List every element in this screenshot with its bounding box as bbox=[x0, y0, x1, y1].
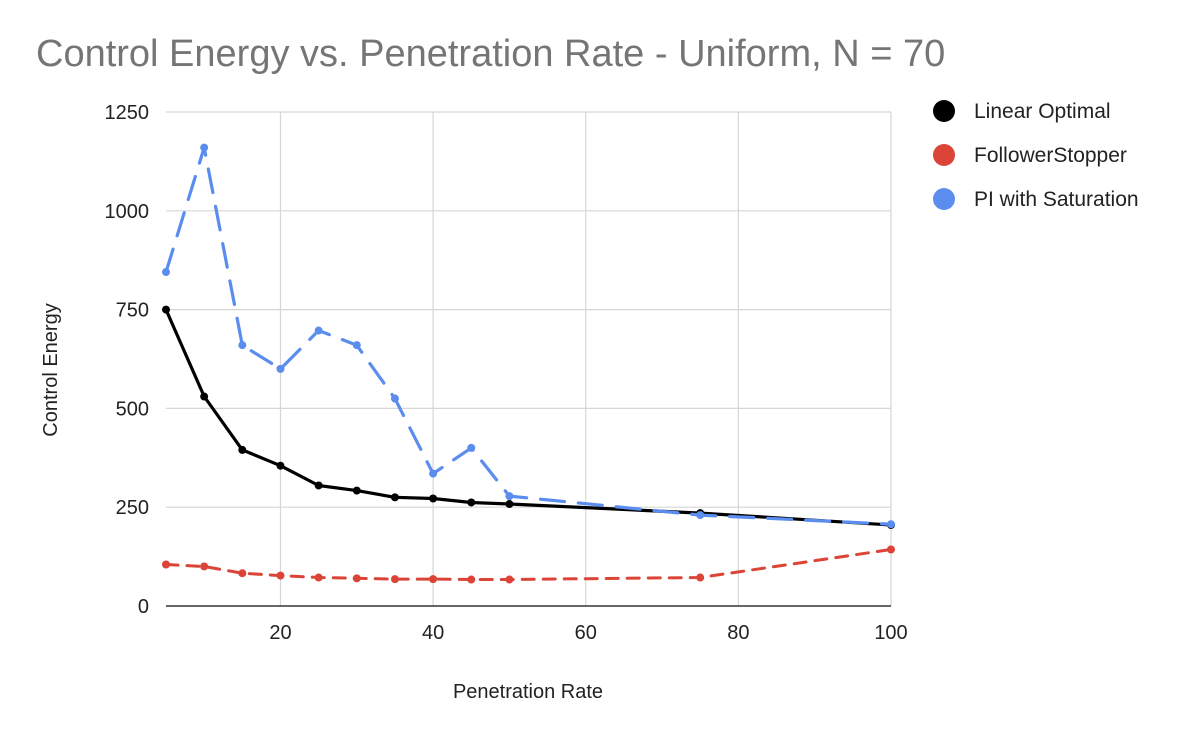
data-point bbox=[314, 573, 323, 582]
data-point bbox=[390, 394, 399, 403]
data-point bbox=[887, 520, 895, 529]
y-tick-label: 1000 bbox=[105, 201, 150, 223]
data-point bbox=[276, 571, 285, 580]
x-tick-label: 100 bbox=[874, 622, 907, 644]
legend-item: FollowerStopper bbox=[933, 144, 1127, 167]
series-pi-with-saturation bbox=[162, 143, 895, 529]
grid-lines bbox=[166, 111, 892, 606]
data-point bbox=[696, 573, 705, 582]
y-tick-label: 750 bbox=[116, 300, 149, 322]
data-point bbox=[238, 569, 247, 578]
data-point bbox=[352, 574, 361, 583]
data-point bbox=[429, 469, 438, 478]
data-point bbox=[887, 545, 895, 554]
legend-marker bbox=[933, 144, 955, 166]
legend-label: PI with Saturation bbox=[974, 188, 1139, 211]
data-point bbox=[505, 492, 514, 501]
legend-label: Linear Optimal bbox=[974, 100, 1111, 123]
data-point bbox=[352, 341, 361, 350]
data-point bbox=[162, 560, 170, 569]
data-point bbox=[200, 143, 209, 152]
series-linear-optimal bbox=[162, 305, 895, 529]
legend-label: FollowerStopper bbox=[974, 144, 1127, 167]
data-point bbox=[276, 461, 285, 470]
data-point bbox=[314, 481, 323, 490]
data-point bbox=[200, 562, 209, 571]
data-point bbox=[429, 494, 438, 503]
x-tick-label: 40 bbox=[422, 622, 444, 644]
x-tick-label: 80 bbox=[727, 622, 749, 644]
data-point bbox=[696, 511, 705, 520]
data-point bbox=[467, 443, 476, 452]
series-line bbox=[164, 548, 893, 581]
series-line bbox=[164, 146, 893, 526]
chart-title: Control Energy vs. Penetration Rate - Un… bbox=[36, 33, 945, 75]
data-point bbox=[314, 326, 323, 335]
tick-labels: 0 250 500 750 1000 1250 20 40 60 80 100 bbox=[105, 102, 908, 644]
x-tick-label: 20 bbox=[269, 622, 291, 644]
legend-marker bbox=[933, 100, 955, 122]
data-point bbox=[352, 486, 361, 495]
legend: Linear Optimal FollowerStopper PI with Sat… bbox=[933, 100, 1139, 211]
y-axis-title: Control Energy bbox=[40, 303, 62, 436]
data-point bbox=[238, 341, 247, 350]
data-point bbox=[467, 575, 476, 584]
y-tick-label: 1250 bbox=[105, 102, 150, 124]
data-point bbox=[162, 305, 170, 314]
series-followerstopper bbox=[162, 545, 895, 584]
data-point bbox=[276, 364, 285, 373]
data-point bbox=[467, 498, 476, 507]
data-point bbox=[200, 392, 209, 401]
x-tick-label: 60 bbox=[575, 622, 597, 644]
data-point bbox=[162, 268, 170, 277]
series-lines bbox=[162, 143, 895, 584]
x-axis-title: Penetration Rate bbox=[453, 681, 603, 703]
y-tick-label: 0 bbox=[138, 596, 149, 618]
y-tick-label: 500 bbox=[116, 398, 149, 420]
data-point bbox=[429, 575, 438, 584]
series-line bbox=[164, 308, 893, 527]
legend-marker bbox=[933, 188, 955, 210]
legend-item: Linear Optimal bbox=[933, 100, 1111, 123]
legend-item: PI with Saturation bbox=[933, 188, 1139, 211]
data-point bbox=[505, 575, 514, 584]
data-point bbox=[238, 445, 247, 454]
data-point bbox=[505, 500, 514, 509]
data-point bbox=[390, 575, 399, 584]
y-tick-label: 250 bbox=[116, 497, 149, 519]
data-point bbox=[390, 493, 399, 502]
